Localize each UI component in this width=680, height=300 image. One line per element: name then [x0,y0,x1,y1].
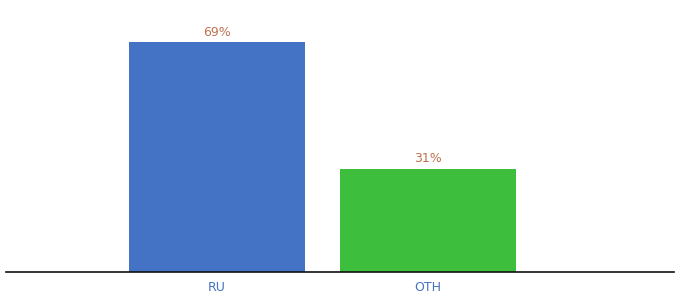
Text: 69%: 69% [203,26,231,39]
Text: 31%: 31% [414,152,442,165]
Bar [129,42,305,272]
Bar [340,169,516,272]
